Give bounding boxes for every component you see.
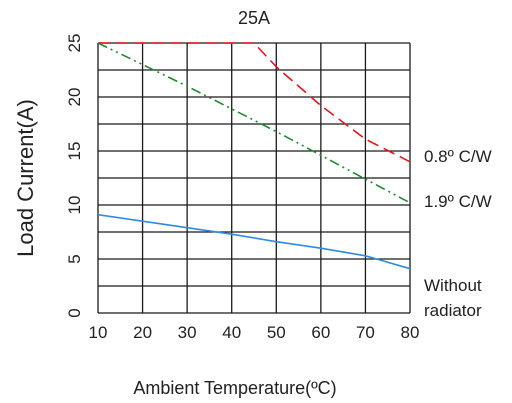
series-label-2: 1.9º C/W [424, 192, 492, 211]
series-labels: 0.8º C/W 1.9º C/W Without radiator [424, 147, 492, 320]
series-line-2 [97, 42, 411, 204]
series-label-1: 0.8º C/W [424, 147, 492, 166]
x-axis-label: Ambient Temperature(ºC) [133, 378, 336, 398]
x-tick-label: 40 [222, 323, 241, 342]
y-tick-label: 20 [65, 88, 84, 107]
plot-series [97, 42, 411, 270]
y-tick-label: 15 [65, 142, 84, 161]
y-tick-label: 25 [65, 34, 84, 53]
y-tick-label: 0 [65, 308, 84, 317]
x-tick-label: 10 [89, 323, 108, 342]
chart-title: 25A [238, 8, 270, 28]
y-tick-labels: 0 5 10 15 20 25 [65, 34, 84, 318]
series-line-3 [97, 213, 411, 270]
plot-grid [97, 42, 411, 314]
y-tick-label: 5 [65, 254, 84, 263]
x-tick-labels: 10 20 30 40 50 60 70 80 [89, 323, 420, 342]
x-tick-label: 20 [133, 323, 152, 342]
x-tick-label: 80 [401, 323, 420, 342]
x-tick-label: 60 [311, 323, 330, 342]
x-tick-label: 50 [267, 323, 286, 342]
y-axis-label: Load Current(A) [13, 99, 38, 257]
series-label-3: Without radiator [424, 276, 482, 320]
x-tick-label: 30 [178, 323, 197, 342]
series-line-1 [98, 42, 411, 163]
y-tick-label: 10 [65, 196, 84, 215]
x-tick-label: 70 [356, 323, 375, 342]
